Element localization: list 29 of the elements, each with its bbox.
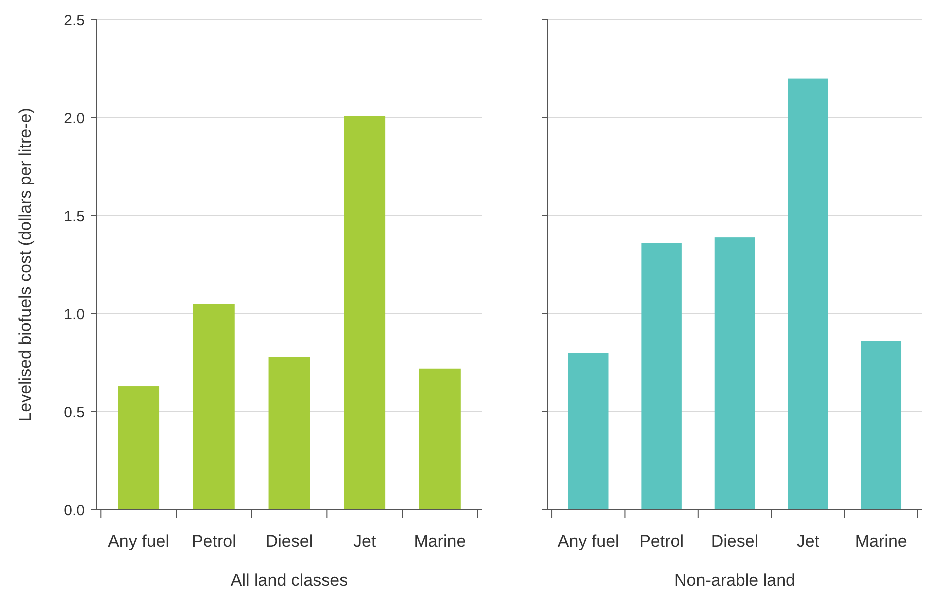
bar (568, 353, 609, 510)
bar (642, 243, 682, 510)
x-tick-label: Any fuel (108, 532, 170, 551)
x-tick-label: Any fuel (558, 532, 620, 551)
bar (118, 386, 160, 510)
y-axis-title: Levelised biofuels cost (dollars per litre-e) (16, 108, 35, 422)
x-tick-label: Diesel (711, 532, 759, 551)
bar (714, 238, 756, 510)
bar (268, 357, 310, 510)
x-tick-label: Jet (796, 532, 820, 551)
y-tick-label: 1.5 (64, 208, 85, 226)
x-axis-title: All land classes (230, 571, 348, 590)
bar (344, 116, 386, 510)
x-tick-label: Marine (414, 532, 466, 551)
x-tick-label: Marine (855, 532, 908, 551)
y-tick-label: 2.5 (64, 12, 85, 30)
x-tick-label: Petrol (640, 532, 684, 551)
y-tick-label: 2.0 (64, 110, 85, 128)
x-tick-label: Jet (354, 532, 376, 551)
y-tick-label: 0.5 (64, 404, 85, 422)
bar (788, 78, 828, 510)
y-tick-label: 0.0 (64, 502, 85, 520)
x-tick-label: Petrol (192, 532, 236, 551)
x-axis-title: Non-arable land (674, 571, 796, 590)
y-tick-label: 1.0 (64, 306, 85, 324)
bar (193, 304, 235, 510)
bar (419, 368, 461, 510)
bar (861, 341, 902, 510)
x-tick-label: Diesel (266, 532, 314, 551)
